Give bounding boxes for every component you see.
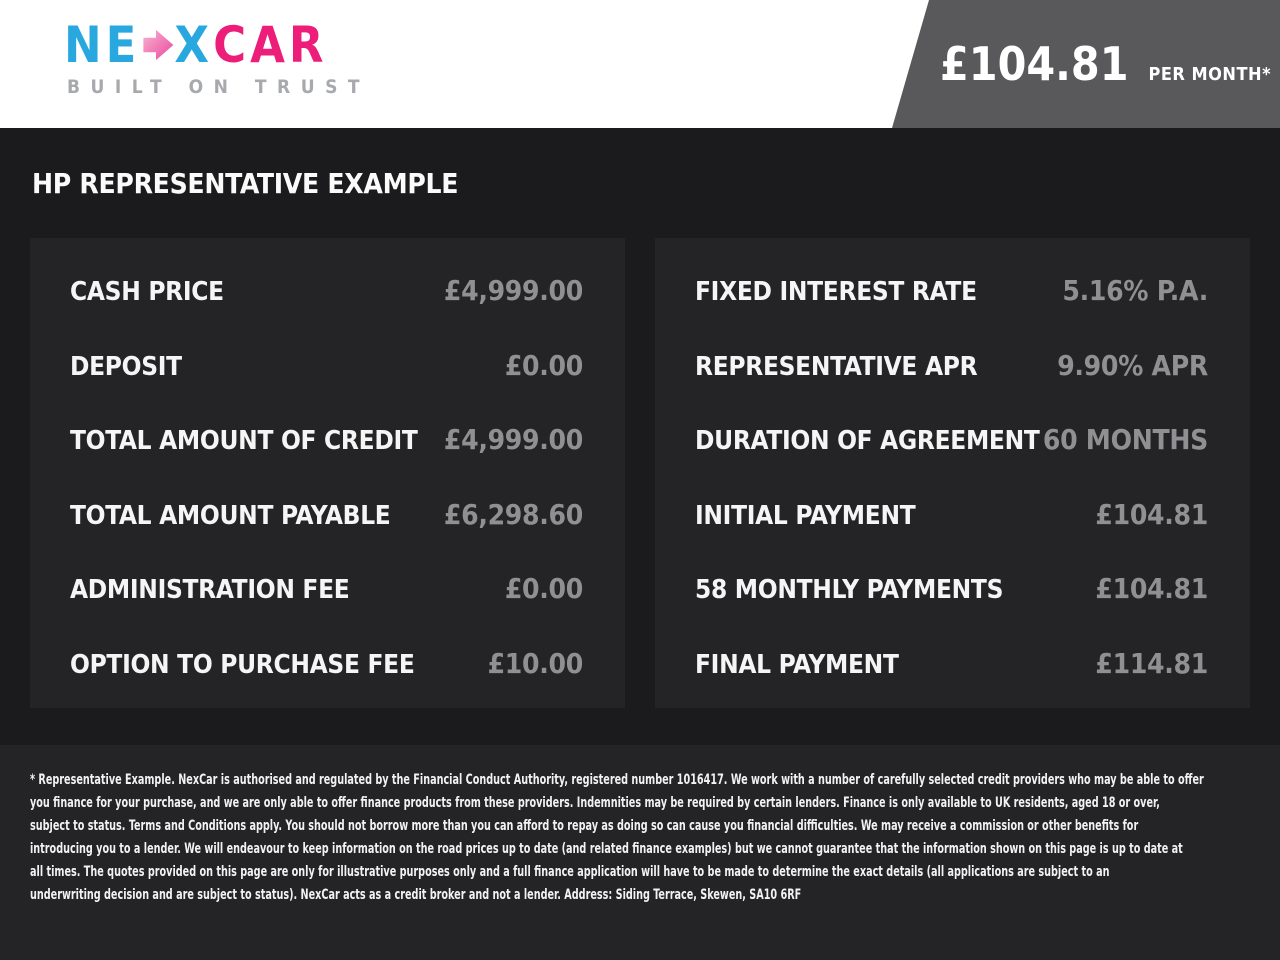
finance-row-label: TOTAL AMOUNT PAYABLE xyxy=(70,500,391,531)
finance-panel-left: CASH PRICE £4,999.00 DEPOSIT £0.00 TOTAL… xyxy=(30,238,625,708)
finance-row: FIXED INTEREST RATE 5.16% P.A. xyxy=(695,274,1208,307)
finance-row-label: DEPOSIT xyxy=(70,351,182,382)
finance-row: ADMINISTRATION FEE £0.00 xyxy=(70,572,583,605)
finance-row-label: FINAL PAYMENT xyxy=(695,649,899,680)
logo-tagline: BUILT ON TRUST xyxy=(67,76,371,98)
finance-row-label: CASH PRICE xyxy=(70,277,224,307)
finance-row: CASH PRICE £4,999.00 xyxy=(70,274,583,307)
disclaimer-line: introducing you to a lender. We will end… xyxy=(30,841,1183,857)
logo-wordmark: NE X CAR xyxy=(64,20,370,70)
disclaimer-line: underwriting decision and are subject to… xyxy=(30,887,802,903)
finance-row-label: ADMINISTRATION FEE xyxy=(70,575,350,606)
nexcar-logo[interactable]: NE X CAR BUILT ON TRUST xyxy=(64,20,370,98)
header: NE X CAR BUILT ON TRUST £104.81 PER MONT… xyxy=(0,0,1280,128)
monthly-price-banner: £104.81 PER MONTH* xyxy=(892,0,1280,128)
monthly-price-amount: £104.81 xyxy=(940,37,1129,91)
finance-row-value: 9.90% APR xyxy=(1057,348,1208,382)
finance-row: TOTAL AMOUNT PAYABLE £6,298.60 xyxy=(70,498,583,531)
finance-row-label: INITIAL PAYMENT xyxy=(695,500,916,531)
finance-row: 58 MONTHLY PAYMENTS £104.81 xyxy=(695,572,1208,605)
finance-row: DURATION OF AGREEMENT 60 MONTHS xyxy=(695,423,1208,456)
finance-row-label: REPRESENTATIVE APR xyxy=(695,351,978,382)
disclaimer-line: all times. The quotes provided on this p… xyxy=(30,864,1110,880)
finance-row-label: OPTION TO PURCHASE FEE xyxy=(70,649,415,680)
finance-row: INITIAL PAYMENT £104.81 xyxy=(695,498,1208,531)
logo-text-car: CAR xyxy=(213,16,328,74)
finance-row-label: DURATION OF AGREEMENT xyxy=(695,426,1040,457)
footer-disclaimer-section: * Representative Example. NexCar is auth… xyxy=(0,745,1280,960)
finance-row: DEPOSIT £0.00 xyxy=(70,349,583,382)
main-section: HP REPRESENTATIVE EXAMPLE CASH PRICE £4,… xyxy=(0,128,1280,745)
finance-row: FINAL PAYMENT £114.81 xyxy=(695,647,1208,680)
finance-row-label: FIXED INTEREST RATE xyxy=(695,277,977,307)
finance-row: TOTAL AMOUNT OF CREDIT £4,999.00 xyxy=(70,423,583,456)
logo-text-x: X xyxy=(174,16,214,74)
finance-row-value: £10.00 xyxy=(487,646,584,680)
finance-row-value: £6,298.60 xyxy=(443,497,583,531)
finance-row-label: 58 MONTHLY PAYMENTS xyxy=(695,575,1004,606)
finance-row-value: £0.00 xyxy=(504,572,583,606)
logo-right-arrow-icon xyxy=(143,29,174,61)
finance-row: REPRESENTATIVE APR 9.90% APR xyxy=(695,349,1208,382)
finance-row-value: £4,999.00 xyxy=(443,423,583,457)
finance-row-value: 60 MONTHS xyxy=(1042,423,1208,457)
page-title: HP REPRESENTATIVE EXAMPLE xyxy=(32,167,459,200)
finance-row-value: £0.00 xyxy=(504,348,583,382)
finance-panels: CASH PRICE £4,999.00 DEPOSIT £0.00 TOTAL… xyxy=(30,238,1250,708)
monthly-price-period: PER MONTH* xyxy=(1148,64,1272,85)
finance-row: OPTION TO PURCHASE FEE £10.00 xyxy=(70,647,583,680)
finance-panel-right: FIXED INTEREST RATE 5.16% P.A. REPRESENT… xyxy=(655,238,1250,708)
finance-row-value: £114.81 xyxy=(1095,646,1208,680)
price-line: £104.81 PER MONTH* xyxy=(940,37,1271,91)
disclaimer-line: subject to status. Terms and Conditions … xyxy=(30,818,1139,834)
logo-text-ne: NE xyxy=(64,16,141,74)
finance-row-label: TOTAL AMOUNT OF CREDIT xyxy=(70,426,418,457)
disclaimer-text: * Representative Example. NexCar is auth… xyxy=(30,769,1204,907)
disclaimer-line: * Representative Example. NexCar is auth… xyxy=(30,772,1204,788)
finance-row-value: £4,999.00 xyxy=(443,274,583,307)
finance-row-value: 5.16% P.A. xyxy=(1062,274,1208,307)
disclaimer-line: you finance for your purchase, and we ar… xyxy=(30,795,1160,811)
finance-row-value: £104.81 xyxy=(1095,497,1208,531)
finance-row-value: £104.81 xyxy=(1095,572,1208,606)
